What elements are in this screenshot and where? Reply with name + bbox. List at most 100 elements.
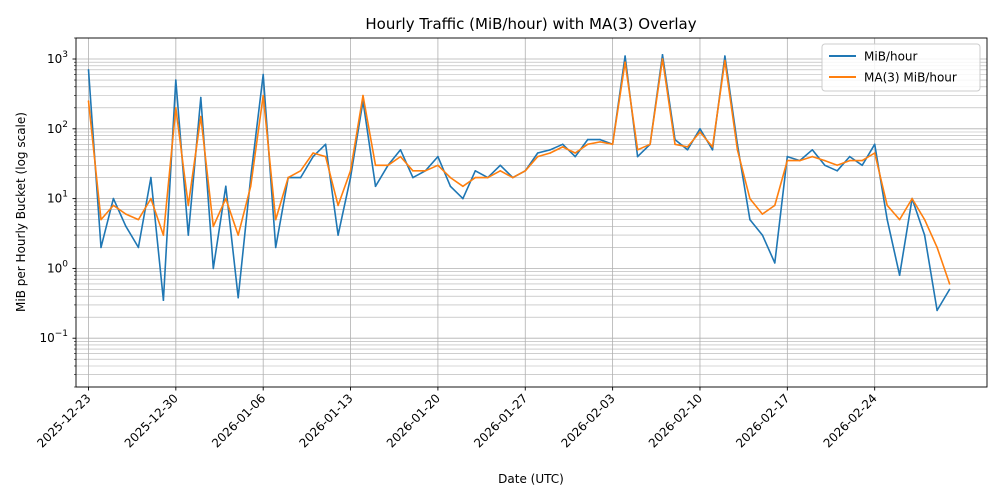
data-point (686, 146, 689, 148)
data-point (636, 155, 639, 158)
data-point (387, 164, 389, 167)
y-axis-label: MiB per Hourly Bucket (log scale) (14, 112, 28, 312)
data-point (274, 246, 277, 249)
data-point (187, 234, 190, 236)
data-point (337, 204, 339, 207)
data-point (462, 185, 464, 188)
data-point (873, 143, 876, 146)
data-point (948, 288, 951, 291)
data-point (225, 185, 227, 188)
data-point (724, 55, 726, 57)
data-point (449, 176, 452, 179)
data-point (636, 149, 639, 151)
data-point (886, 204, 888, 207)
data-point (437, 155, 439, 158)
data-point (848, 159, 851, 162)
data-point (574, 152, 576, 154)
y-tick-label: 102 (47, 120, 68, 136)
data-point (462, 197, 464, 200)
data-point (150, 176, 152, 179)
x-axis-label: Date (UTC) (498, 472, 564, 486)
data-point (225, 197, 227, 200)
data-point (399, 149, 402, 151)
data-point (611, 143, 614, 146)
data-point (824, 164, 826, 167)
data-point (811, 155, 814, 158)
data-point (774, 262, 776, 264)
data-point (824, 159, 826, 162)
data-point (674, 143, 676, 146)
data-point (686, 149, 689, 151)
data-point (262, 94, 265, 97)
data-point (936, 246, 938, 249)
data-point (836, 164, 838, 167)
data-point (836, 170, 838, 172)
data-point (424, 170, 427, 172)
data-point (948, 283, 951, 285)
data-point (237, 234, 239, 236)
data-point (324, 155, 327, 158)
data-point (112, 197, 115, 200)
data-point (162, 299, 165, 302)
data-point (549, 152, 551, 154)
data-point (87, 100, 90, 102)
data-point (699, 128, 701, 130)
y-tick-label: 103 (47, 50, 68, 66)
data-point (474, 170, 477, 172)
data-point (349, 176, 352, 179)
data-point (412, 170, 414, 172)
data-point (661, 54, 664, 56)
data-point (761, 213, 764, 215)
y-tick-label: 101 (47, 190, 68, 206)
data-point (112, 204, 115, 207)
data-point (262, 73, 265, 76)
data-point (774, 204, 776, 207)
y-axis-ticks: 10−1 100 101 102 103 (39, 37, 76, 388)
legend-label-mib-hour: MiB/hour (864, 50, 918, 64)
data-point (175, 107, 177, 109)
data-point (649, 143, 651, 146)
data-point (137, 246, 140, 249)
series-points-ma3 (87, 58, 951, 285)
data-point (449, 185, 452, 188)
data-point (574, 155, 576, 158)
plot-frame (75, 37, 988, 388)
data-point (512, 176, 514, 179)
data-point (487, 176, 489, 179)
legend-box (821, 43, 981, 92)
data-point (848, 155, 851, 158)
data-point (299, 176, 302, 179)
y-tick-label: 10−1 (39, 329, 68, 345)
data-point (200, 115, 202, 118)
data-point (299, 170, 302, 172)
data-point (412, 176, 414, 179)
data-point (749, 218, 751, 221)
data-point (561, 146, 564, 148)
data-point (499, 170, 502, 172)
data-point (586, 138, 589, 141)
data-point (175, 79, 177, 81)
data-point (200, 96, 202, 99)
data-point (474, 176, 477, 179)
data-point (898, 274, 901, 277)
data-point (586, 143, 589, 146)
data-point (249, 185, 252, 188)
data-point (274, 218, 277, 221)
data-point (374, 164, 377, 167)
data-point (536, 152, 539, 154)
data-point (811, 149, 814, 151)
data-point (125, 225, 127, 228)
data-point (699, 131, 701, 133)
data-point (374, 185, 377, 188)
data-point (100, 246, 102, 249)
data-point (437, 164, 439, 167)
data-point (861, 159, 863, 162)
chart-title: Hourly Traffic (MiB/hour) with MA(3) Ove… (365, 15, 696, 33)
data-point (624, 61, 626, 63)
data-point (87, 69, 90, 71)
legend: MiB/hour MA(3) MiB/hour (821, 43, 981, 92)
data-point (923, 234, 926, 236)
data-point (125, 213, 127, 215)
legend-label-ma3: MA(3) MiB/hour (864, 71, 957, 85)
